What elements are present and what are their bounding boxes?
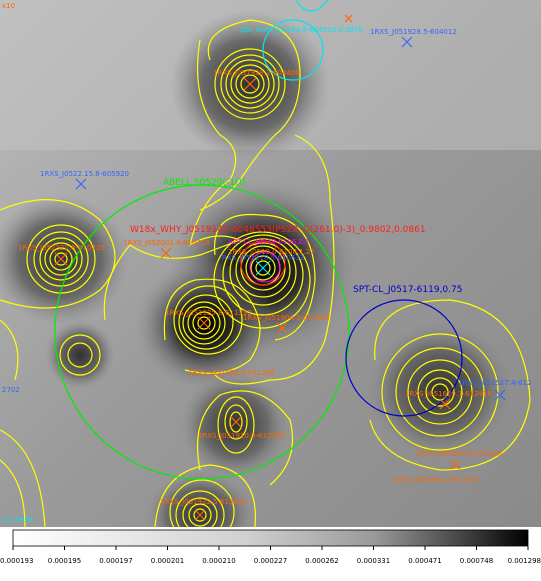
label-rxs-j051615: 1RXS_J051615.2-613120 xyxy=(415,450,502,458)
label-spt: SPT-CL_J0517-6119,0.75 xyxy=(353,285,462,295)
contour-lower xyxy=(196,390,294,486)
emission-blob xyxy=(135,260,275,390)
spt-circle xyxy=(345,299,463,417)
contour-small xyxy=(59,334,101,376)
contour-small xyxy=(67,342,93,368)
label-group: zph_WHY_J05184.8-604510,0.3076 1RXS_J051… xyxy=(2,2,531,524)
colorbar-tick-label: 0.000227 xyxy=(254,557,287,565)
contour-center xyxy=(213,213,316,341)
abell-circle xyxy=(54,184,350,480)
colorbar-tick-label: 0.000201 xyxy=(151,557,184,565)
contour-bottom xyxy=(154,464,257,527)
marker-cyan xyxy=(255,260,271,276)
label-abell: ABELL S0520(-1()) xyxy=(163,178,246,188)
label-bottom-left: 4,0.0958 xyxy=(2,516,33,524)
label-rxs-j051640: 1RXS_J051640.2-613417 xyxy=(393,476,480,484)
label-rxs-j0515: 1RXS_J051527.4-612 xyxy=(458,379,531,387)
label-rxs-left-mid: 1RXS_J052320.8-610720 xyxy=(18,244,105,252)
colorbar-tick-label: 0.000210 xyxy=(202,557,235,565)
label-rxs-left: 1RXS_J0522.15.8-605920 xyxy=(40,170,129,178)
label-top-left: x10 xyxy=(2,2,15,10)
colorbar: 0.000193 0.000195 0.000197 0.000201 0.000210… xyxy=(0,529,541,565)
cyan-arc xyxy=(295,0,329,12)
colorbar-tick-label: 0.000471 xyxy=(408,557,441,565)
label-rxs-center: 1RXS_J0519,0-6108.1.22 xyxy=(228,248,315,256)
label-rxs-top: 1RXS_J051928.2-604400 xyxy=(213,69,300,77)
colorbar-gradient xyxy=(12,529,529,547)
label-rxs-mid-lower: 1RXS_J051925.8-611332 xyxy=(165,309,252,317)
contour-top xyxy=(199,19,301,211)
colorbar-tick-label: 0.000195 xyxy=(48,557,81,565)
contour-right xyxy=(369,299,531,471)
colorbar-tick-label: 0.000262 xyxy=(305,557,338,565)
marker-group xyxy=(54,14,506,521)
label-rxs-j051904: 1RXS_J051904.5-611684 xyxy=(243,314,330,322)
label-rxs-j051958: 1RXS_J051958.3-612205 xyxy=(188,369,275,377)
label-zph: zph_WHY_J05184.8-604510,0.3076 xyxy=(240,26,364,34)
label-left-edge: 2702 xyxy=(2,386,20,394)
colorbar-ticks: 0.000193 0.000195 0.000197 0.000201 0.000210… xyxy=(0,546,541,565)
colorbar-tick-label: 0.000748 xyxy=(460,557,493,565)
colorbar-tick-label: 0.000193 xyxy=(0,557,33,565)
marker-blue xyxy=(75,36,506,401)
contour-left xyxy=(0,199,116,309)
label-rxs-j051910: 1RXS_J051910.0-612920 xyxy=(198,432,285,440)
emission-blob xyxy=(365,320,515,460)
magenta-circle xyxy=(249,251,281,283)
contour-group xyxy=(0,19,531,527)
colorbar-tick-label: 0.000197 xyxy=(99,557,132,565)
emission-blob xyxy=(170,10,330,160)
label-rxs-j0520: 1RXS_J052002.4-610720 xyxy=(123,239,210,247)
label-rxs-bottom: 1RXS_J051922.5-613820 xyxy=(160,498,247,506)
colorbar-tick-label: 0.001298 xyxy=(508,557,541,565)
label-blue-top-right: 1RXS_J051928.5-604012 xyxy=(370,28,457,36)
contour-center-lower xyxy=(163,278,261,374)
label-w18x: W18x_WHY_J0519142-6048553(PSZ2_G(261.0)-… xyxy=(130,225,426,235)
label-pink: ACT-CL_J0519-6106,0.1 xyxy=(228,238,310,246)
label-rxs-center-2: RXS_J051918.5-610632 xyxy=(222,254,304,262)
label-rxs-j051629: 1RXS_J051629.1-612418 xyxy=(405,390,492,398)
emission-blob xyxy=(180,370,290,480)
emission-blob xyxy=(45,320,115,390)
red-circle xyxy=(240,240,286,286)
marker-orange xyxy=(54,14,461,521)
colorbar-tick-label: 0.000331 xyxy=(357,557,390,565)
map-image: zph_WHY_J05184.8-604510,0.3076 1RXS_J051… xyxy=(0,0,541,527)
cyan-circle xyxy=(262,19,324,81)
